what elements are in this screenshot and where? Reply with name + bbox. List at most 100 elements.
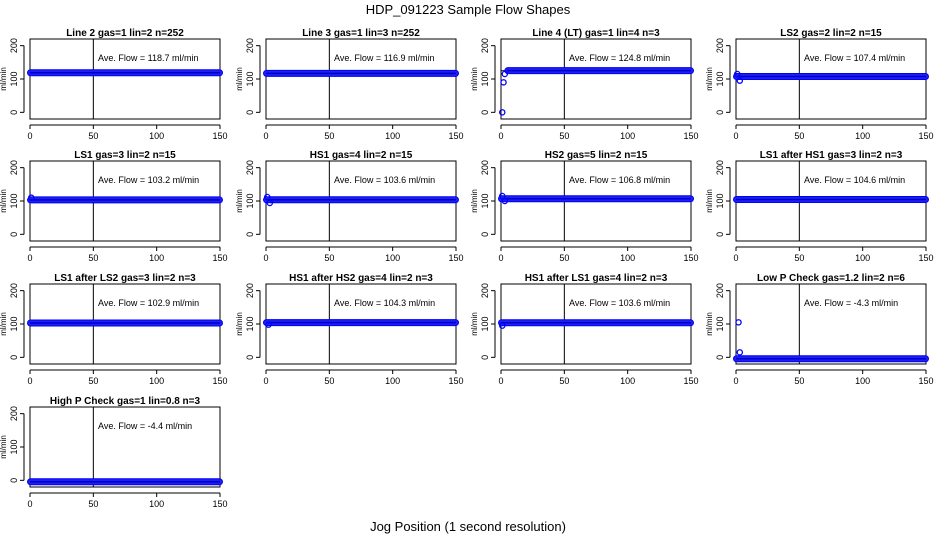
x-tick-label: 150 [212,376,227,386]
y-tick-label: 0 [9,478,19,483]
x-tick-label: 50 [324,131,334,141]
x-tick-label: 100 [855,253,870,263]
annotation-ave-flow: Ave. Flow = -4.3 ml/min [804,298,898,308]
y-tick-label: 200 [9,38,19,53]
annotation-ave-flow: Ave. Flow = 104.3 ml/min [334,298,435,308]
annotation-background [95,297,217,308]
y-tick-label: 200 [480,160,490,175]
y-tick-label: 100 [9,71,19,86]
x-tick-label: 50 [88,131,98,141]
x-tick-label: 50 [794,131,804,141]
panel-13: High P Check gas=1 lin=0.8 n=3 0 100 200 ml/… [0,396,228,509]
y-tick-label: 100 [480,193,490,208]
y-tick-label: 200 [245,283,255,298]
y-axis-label: ml/min [705,67,714,91]
y-axis-label: ml/min [0,435,8,459]
x-tick-label: 100 [385,376,400,386]
panel-title: LS1 gas=3 lin=2 n=15 [74,150,176,161]
data-point [736,349,744,356]
panel-title: LS2 gas=2 lin=2 n=15 [780,28,882,39]
y-tick-label: 100 [480,71,490,86]
y-tick-label: 0 [715,232,725,237]
x-tick-label: 100 [855,131,870,141]
panel-8: LS1 after HS1 gas=3 lin=2 n=3 0 100 200 ml/m… [705,150,934,263]
x-tick-label: 0 [733,131,738,141]
annotation-ave-flow: Ave. Flow = 118.7 ml/min [98,53,198,63]
x-tick-label: 100 [149,499,164,509]
panel-title: High P Check gas=1 lin=0.8 n=3 [50,396,201,407]
x-tick-label: 100 [620,253,635,263]
x-tick-label: 50 [324,253,334,263]
x-tick-label: 50 [559,131,569,141]
y-tick-label: 0 [715,110,725,115]
annotation-ave-flow: Ave. Flow = 103.6 ml/min [569,298,670,308]
annotation-background [801,174,923,185]
panel-5: LS1 gas=3 lin=2 n=15 0 100 200 ml/min 0 50 100 1… [0,150,228,263]
x-tick-label: 150 [918,131,933,141]
x-tick-label: 150 [448,376,463,386]
x-tick-label: 100 [149,376,164,386]
panel-12: Low P Check gas=1.2 lin=2 n=6 0 100 200 ml/m… [705,273,934,386]
panel-title: HS1 gas=4 lin=2 n=15 [310,150,413,161]
x-tick-label: 0 [263,131,268,141]
x-tick-label: 0 [27,499,32,509]
y-tick-label: 200 [9,406,19,421]
x-tick-label: 100 [385,131,400,141]
x-tick-label: 100 [855,376,870,386]
x-tick-label: 50 [88,499,98,509]
x-tick-label: 50 [794,376,804,386]
y-axis-label: ml/min [470,189,479,213]
x-tick-label: 150 [918,376,933,386]
data-point [28,194,35,201]
annotation-background [95,174,217,185]
y-tick-label: 100 [715,316,725,331]
chart-panels: Line 2 gas=1 lin=2 n=252 0 100 200 ml/min 0 50… [0,28,934,509]
y-axis-label: ml/min [235,189,244,213]
panel-3: Line 4 (LT) gas=1 lin=4 n=3 0 100 200 ml/min… [470,28,699,141]
data-point [501,70,509,78]
y-tick-label: 100 [9,316,19,331]
panel-title: HS1 after LS1 gas=4 lin=2 n=3 [525,273,668,284]
y-tick-label: 0 [480,355,490,360]
data-point [736,77,744,84]
y-axis-label: ml/min [235,67,244,91]
y-tick-label: 200 [715,38,725,53]
annotation-background [331,52,453,63]
annotation-ave-flow: Ave. Flow = 116.9 ml/min [334,53,434,63]
panel-title: LS1 after HS1 gas=3 lin=2 n=3 [760,150,903,161]
panel-title: Line 3 gas=1 lin=3 n=252 [302,28,420,39]
plot-frame [29,38,221,120]
panel-4: LS2 gas=2 lin=2 n=15 0 100 200 ml/min 0 50 100 1… [705,28,934,141]
panel-6: HS1 gas=4 lin=2 n=15 0 100 200 ml/min 0 50 100 1… [235,150,464,263]
y-tick-label: 0 [480,110,490,115]
x-tick-label: 100 [385,253,400,263]
y-axis-label: ml/min [705,312,714,336]
y-tick-label: 100 [245,193,255,208]
y-axis-label: ml/min [235,312,244,336]
annotation-ave-flow: Ave. Flow = 102.9 ml/min [98,298,199,308]
y-tick-label: 100 [245,316,255,331]
annotation-ave-flow: Ave. Flow = 106.8 ml/min [569,175,670,185]
panel-1: Line 2 gas=1 lin=2 n=252 0 100 200 ml/min 0 50… [0,28,228,141]
y-tick-label: 100 [245,71,255,86]
x-tick-label: 150 [683,131,698,141]
x-tick-label: 100 [149,253,164,263]
x-tick-label: 150 [683,376,698,386]
panel-title: HS2 gas=5 lin=2 n=15 [545,150,648,161]
annotation-ave-flow: Ave. Flow = 103.2 ml/min [98,175,199,185]
annotation-background [566,174,688,185]
x-tick-label: 50 [88,253,98,263]
y-tick-label: 200 [715,160,725,175]
data-point [266,199,274,207]
y-axis-label: ml/min [470,312,479,336]
x-tick-label: 50 [88,376,98,386]
x-tick-label: 50 [559,253,569,263]
annotation-background [566,297,688,308]
annotation-background [331,174,453,185]
annotation-ave-flow: Ave. Flow = 103.6 ml/min [334,175,435,185]
data-point [735,319,742,326]
x-tick-label: 150 [448,131,463,141]
panel-11: HS1 after LS1 gas=4 lin=2 n=3 0 100 200 ml/m… [470,273,699,386]
annotation-background [331,297,453,308]
figure-title: HDP_091223 Sample Flow Shapes [366,2,571,17]
